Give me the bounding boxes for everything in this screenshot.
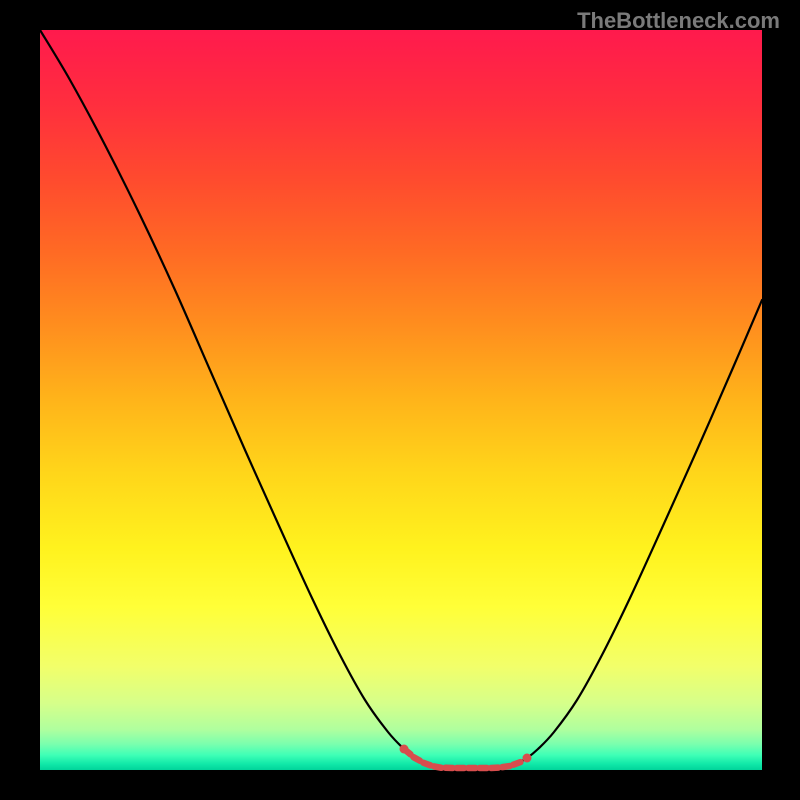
range-start-marker xyxy=(400,745,409,754)
bottleneck-curve-chart xyxy=(0,0,800,800)
watermark-text: TheBottleneck.com xyxy=(577,8,780,34)
range-end-marker xyxy=(523,754,532,763)
chart-container: TheBottleneck.com xyxy=(0,0,800,800)
